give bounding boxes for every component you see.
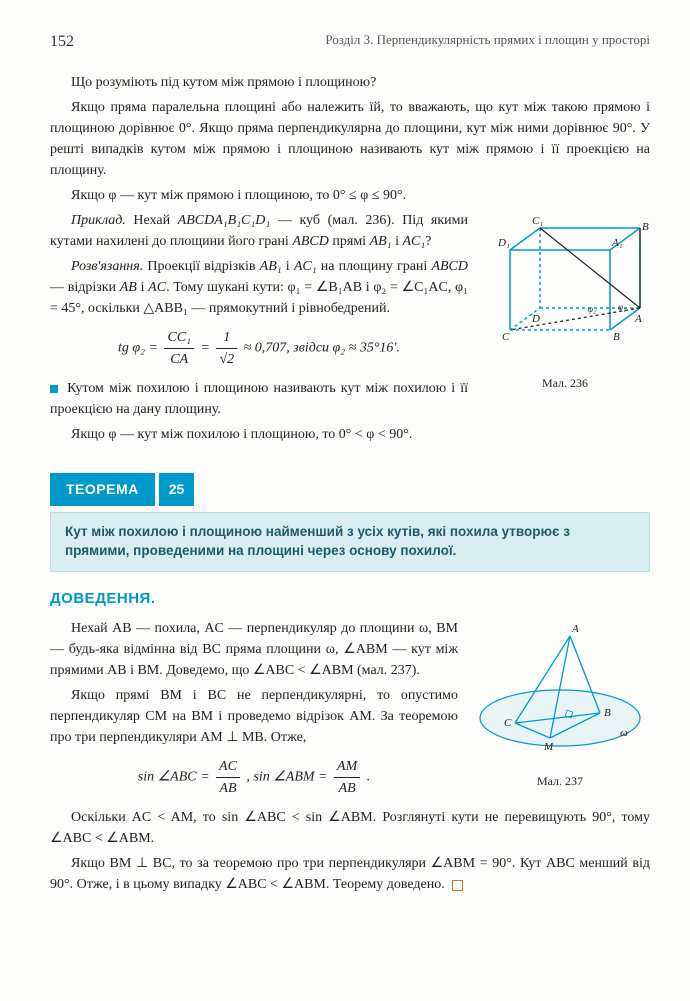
svg-text:ω: ω	[620, 727, 628, 739]
fig-236-label: Мал. 236	[480, 374, 650, 392]
qed-icon	[452, 880, 463, 891]
plane-diagram: A B C M ω	[470, 618, 650, 768]
svg-text:φ₂: φ₂	[588, 304, 596, 314]
blue-marker-icon	[50, 385, 58, 393]
svg-text:M: M	[543, 741, 554, 753]
svg-text:A₁: A₁	[611, 237, 623, 249]
theorem-header: ТЕОРЕМА25	[50, 473, 650, 506]
proof-title: ДОВЕДЕННЯ.	[50, 588, 650, 611]
intro-p2: Якщо φ — кут між прямою і площиною, то 0…	[50, 185, 650, 206]
svg-text:C: C	[502, 331, 510, 343]
page-header: 152 Розділ 3. Перпендикулярність прямих …	[50, 30, 650, 54]
fig-237-label: Мал. 237	[470, 772, 650, 790]
svg-text:D₁: D₁	[497, 237, 510, 249]
section-title: Розділ 3. Перпендикулярність прямих і пл…	[325, 30, 650, 54]
svg-text:B: B	[604, 707, 611, 719]
figure-237: A B C M ω Мал. 237	[470, 618, 650, 790]
svg-text:A: A	[634, 313, 642, 325]
svg-text:C: C	[504, 717, 512, 729]
svg-text:C₁: C₁	[532, 215, 543, 227]
cube-diagram: A B C D B₁ A₁ C₁ D₁ φ₁ φ₂	[480, 210, 650, 370]
svg-text:A: A	[571, 623, 579, 635]
intro-question: Що розуміють під кутом між прямою і площ…	[50, 72, 650, 93]
intro-p1: Якщо пряма паралельна площині або належи…	[50, 97, 650, 181]
defn-p2: Якщо φ — кут між похилою і площиною, то …	[50, 424, 650, 445]
svg-text:B₁: B₁	[642, 221, 650, 233]
svg-text:D: D	[531, 313, 540, 325]
theorem-number: 25	[159, 473, 195, 506]
page-number: 152	[50, 30, 74, 54]
svg-text:B: B	[613, 331, 620, 343]
proof-p3: Оскільки AC < AM, то sin ∠ABC < sin ∠ABM…	[50, 807, 650, 849]
proof-p4: Якщо BM ⊥ BC, то за теоремою про три пер…	[50, 853, 650, 895]
svg-text:φ₁: φ₁	[618, 302, 626, 312]
theorem-body: Кут між похилою і площиною найменший з у…	[50, 512, 650, 572]
theorem-label: ТЕОРЕМА	[50, 473, 155, 506]
figure-236: A B C D B₁ A₁ C₁ D₁ φ₁ φ₂ Мал. 236	[480, 210, 650, 392]
